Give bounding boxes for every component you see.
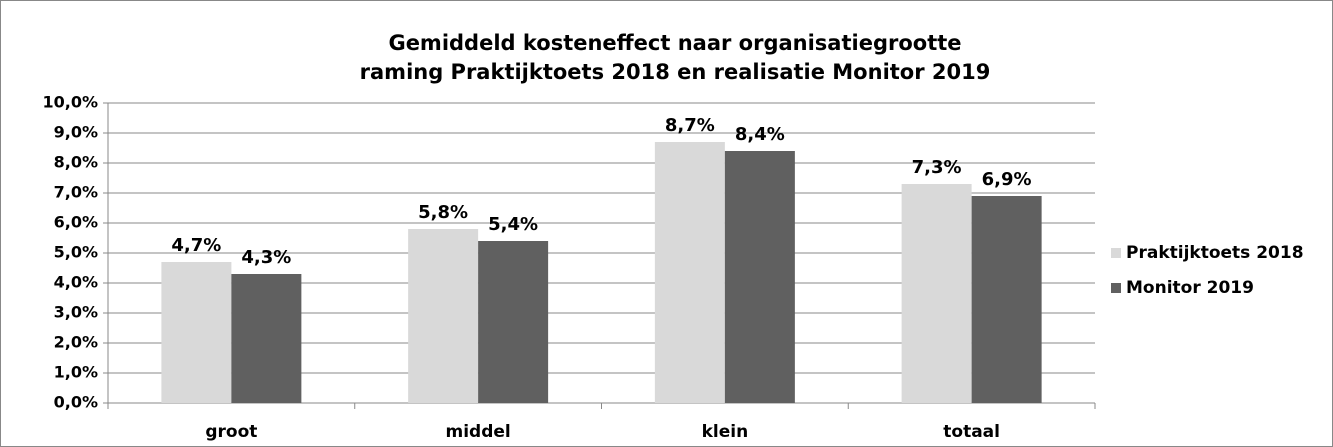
legend-swatch bbox=[1111, 248, 1121, 258]
value-label: 5,4% bbox=[488, 214, 538, 235]
bar bbox=[654, 142, 725, 403]
bar bbox=[408, 229, 479, 403]
value-label: 5,8% bbox=[418, 202, 468, 223]
y-tick-label: 3,0% bbox=[54, 303, 98, 322]
y-tick-label: 10,0% bbox=[42, 93, 98, 112]
y-tick-label: 7,0% bbox=[54, 183, 98, 202]
chart-title: raming Praktijktoets 2018 en realisatie … bbox=[360, 60, 991, 84]
y-tick-label: 6,0% bbox=[54, 213, 98, 232]
y-tick-label: 2,0% bbox=[54, 333, 98, 352]
y-tick-label: 9,0% bbox=[54, 123, 98, 142]
chart-title: Gemiddeld kosteneffect naar organisatieg… bbox=[388, 31, 961, 55]
y-tick-label: 4,0% bbox=[54, 273, 98, 292]
bar bbox=[478, 241, 549, 403]
bar bbox=[901, 184, 972, 403]
y-tick-label: 0,0% bbox=[54, 393, 98, 412]
value-label: 4,3% bbox=[241, 247, 291, 268]
value-label: 8,4% bbox=[735, 124, 785, 145]
bar bbox=[231, 274, 302, 403]
bar bbox=[161, 262, 232, 403]
y-tick-label: 8,0% bbox=[54, 153, 98, 172]
value-label: 7,3% bbox=[912, 157, 962, 178]
value-label: 4,7% bbox=[171, 235, 221, 256]
x-tick-label: middel bbox=[446, 422, 511, 442]
legend-swatch bbox=[1111, 283, 1121, 293]
value-label: 6,9% bbox=[982, 169, 1032, 190]
bar bbox=[971, 196, 1042, 403]
y-tick-label: 1,0% bbox=[54, 363, 98, 382]
legend-label: Monitor 2019 bbox=[1126, 278, 1254, 298]
bar bbox=[724, 151, 795, 403]
x-tick-label: groot bbox=[205, 422, 257, 442]
legend-label: Praktijktoets 2018 bbox=[1126, 243, 1304, 263]
x-tick-label: totaal bbox=[943, 422, 1000, 442]
y-tick-label: 5,0% bbox=[54, 243, 98, 262]
value-label: 8,7% bbox=[665, 115, 715, 136]
x-tick-label: klein bbox=[702, 422, 749, 442]
